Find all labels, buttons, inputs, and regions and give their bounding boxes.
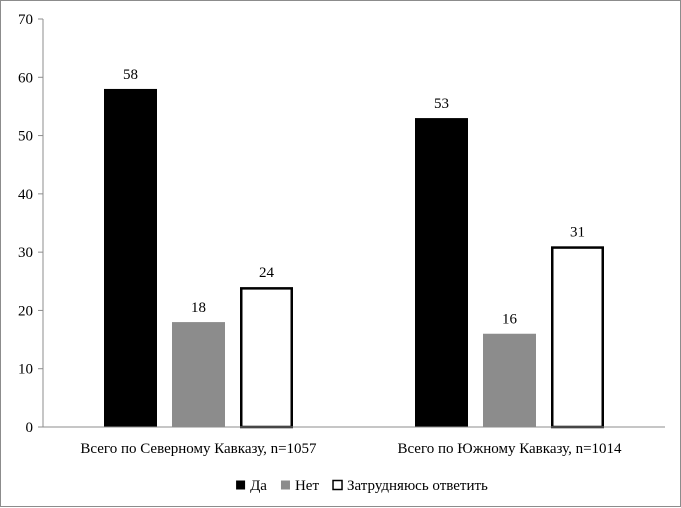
data-label: 18: [191, 300, 206, 316]
y-tick-label: 30: [18, 245, 33, 261]
bar-1-1: [104, 88, 157, 427]
y-tick-label: 60: [18, 70, 33, 86]
legend: Да Нет Затрудняюсь ответить: [236, 478, 488, 494]
bar-2-2: [483, 333, 536, 427]
x-category-label: Всего по Южному Кавказу, n=1014: [397, 441, 622, 457]
legend-swatch: [332, 479, 343, 491]
bar-3-1: [240, 287, 293, 429]
legend-swatch: [280, 480, 290, 490]
data-label: 31: [570, 224, 585, 240]
data-labels: 58 18 24 53 16 31: [123, 67, 585, 328]
y-tick-label: 70: [18, 12, 33, 28]
y-tick-label: 10: [18, 362, 33, 378]
data-label: 58: [123, 67, 138, 83]
y-tick-label: 50: [18, 129, 33, 145]
bar-1-2: [415, 118, 468, 427]
legend-label: Да: [250, 478, 267, 494]
data-label: 16: [502, 312, 518, 328]
data-label: 53: [434, 96, 449, 112]
data-label: 24: [259, 265, 275, 281]
y-axis: 0 10 20 30 40 50 60 70: [18, 12, 44, 436]
legend-label: Затрудняюсь ответить: [347, 478, 488, 494]
x-axis: Всего по Северному Кавказу, n=1057 Всего …: [43, 426, 665, 457]
bars: [104, 88, 604, 429]
y-tick-label: 0: [26, 420, 34, 436]
legend-label: Нет: [295, 478, 319, 494]
x-category-label: Всего по Северному Кавказу, n=1057: [80, 441, 317, 457]
y-tick-label: 40: [18, 187, 33, 203]
legend-swatch: [236, 480, 246, 490]
y-tick-label: 20: [18, 303, 33, 319]
bar-2-1: [172, 322, 225, 427]
bar-3-2: [551, 246, 604, 429]
